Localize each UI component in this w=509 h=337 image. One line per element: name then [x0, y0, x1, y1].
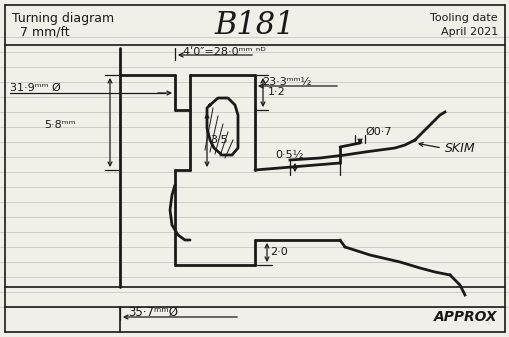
- Text: APPROX: APPROX: [434, 310, 497, 324]
- Text: 0·5½: 0·5½: [274, 150, 303, 160]
- Text: 1·2: 1·2: [267, 87, 285, 97]
- Text: 3·5: 3·5: [210, 135, 227, 145]
- Text: 4ʹ0″=28·0ᵐᵐ ⁿᴰ: 4ʹ0″=28·0ᵐᵐ ⁿᴰ: [183, 47, 265, 57]
- Text: 7 mm/ft: 7 mm/ft: [12, 26, 70, 38]
- Text: 5·8ᵐᵐ: 5·8ᵐᵐ: [44, 120, 76, 130]
- Text: B181: B181: [214, 9, 295, 40]
- Text: SKIM: SKIM: [444, 142, 475, 154]
- Text: Ø0·7: Ø0·7: [364, 127, 391, 137]
- Text: Turning diagram: Turning diagram: [12, 11, 114, 25]
- Text: 35·7ᵐᵐØ: 35·7ᵐᵐØ: [128, 306, 178, 318]
- Text: April 2021: April 2021: [440, 27, 497, 37]
- Text: Tooling date: Tooling date: [430, 13, 497, 23]
- Text: 31·9ᵐᵐ Ø: 31·9ᵐᵐ Ø: [10, 83, 61, 93]
- Text: 23·3ᵐᵐ½: 23·3ᵐᵐ½: [262, 77, 311, 87]
- Text: 2·0: 2·0: [269, 247, 287, 257]
